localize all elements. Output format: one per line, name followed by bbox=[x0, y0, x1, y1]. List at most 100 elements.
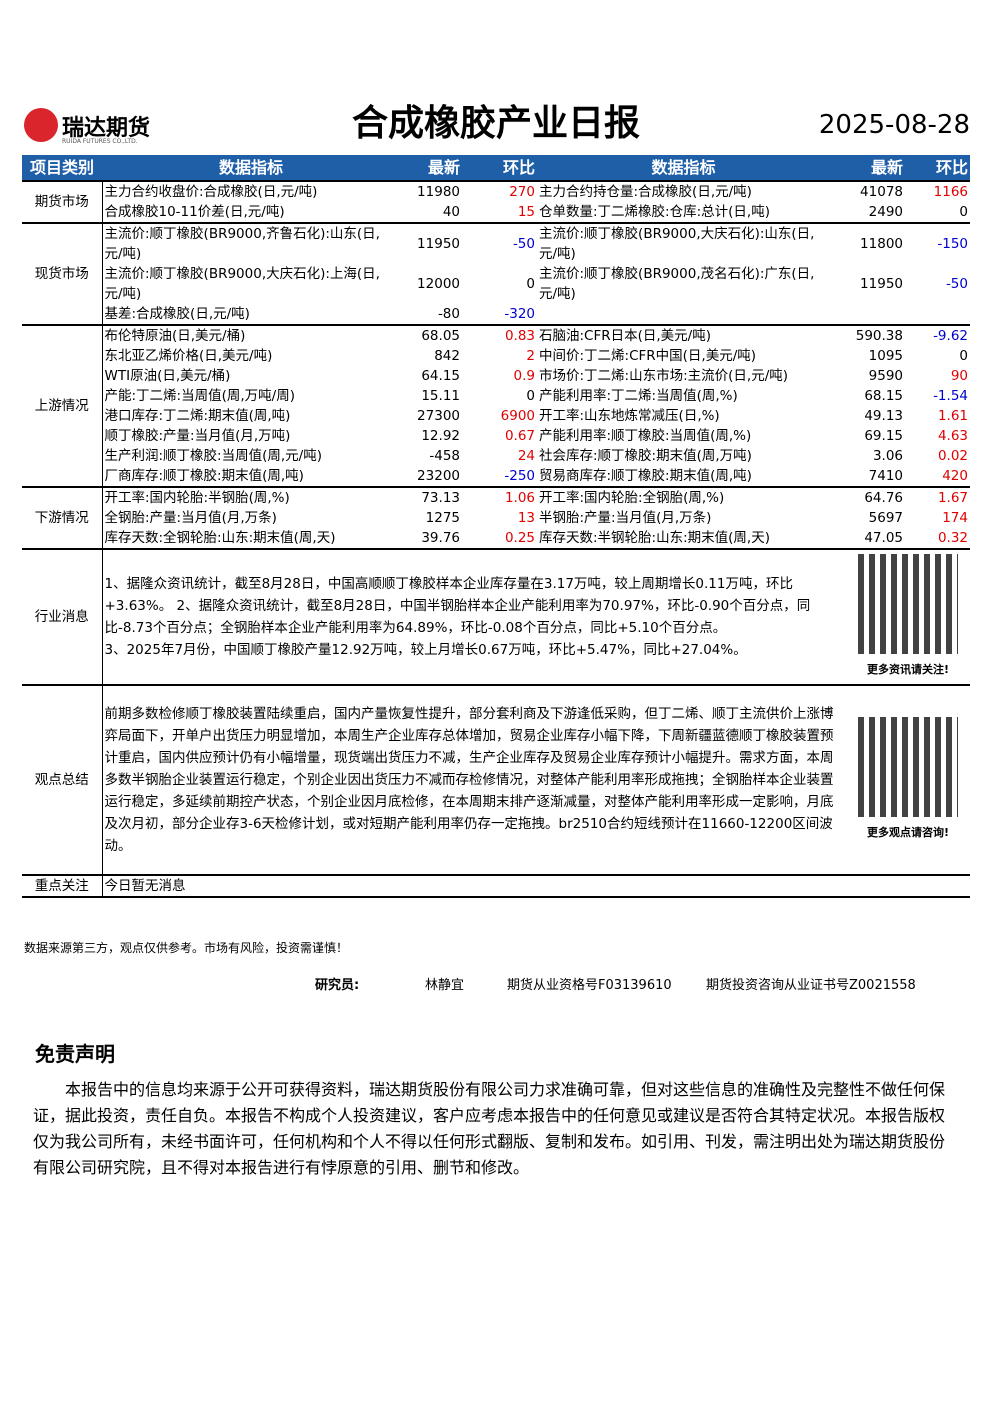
latest-value: 11800 bbox=[830, 222, 905, 264]
latest-value: 68.05 bbox=[400, 324, 462, 346]
indicator-label: 东北亚乙烯价格(日,美元/吨) bbox=[104, 348, 273, 364]
change-value: 1.67 bbox=[905, 486, 970, 508]
summary-cell: 前期多数检修顺丁橡胶装置陆续重启，国内产量恢复性提升，部分套利商及下游逢低采购，… bbox=[102, 684, 970, 875]
indicator-label: 市场价:丁二烯:山东市场:主流价(日,元/吨) bbox=[539, 368, 789, 384]
section-name: 期货市场 bbox=[22, 180, 103, 223]
qualification: 期货从业资格号F03139610 bbox=[507, 978, 672, 993]
indicator-label: 基差:合成橡胶(日,元/吨) bbox=[104, 306, 250, 322]
indicator-label: 贸易商库存:顺丁橡胶:期末值(周,吨) bbox=[539, 468, 752, 484]
data-row: 库存天数:全钢轮胎:山东:期末值(周,天) 39.76 0.25 库存天数:半钢轮胎:… bbox=[22, 528, 970, 549]
section-name: 观点总结 bbox=[22, 684, 103, 875]
latest-value: 49.13 bbox=[864, 408, 903, 424]
indicator-label: 主力合约收盘价:合成橡胶(日,元/吨) bbox=[102, 180, 400, 202]
summary-body: 前期多数检修顺丁橡胶装置陆续重启，国内产量恢复性提升，部分套利商及下游逢低采购，… bbox=[105, 703, 969, 857]
header-cell: 最新 bbox=[400, 155, 462, 181]
latest-value: 64.76 bbox=[830, 486, 905, 508]
disclaimer-title: 免责声明 bbox=[35, 1042, 115, 1066]
latest-value: 68.15 bbox=[864, 388, 903, 404]
header-cell: 环比 bbox=[462, 155, 537, 181]
change-value: 0 bbox=[526, 276, 535, 292]
latest-value: 39.76 bbox=[421, 530, 460, 546]
latest-value: 11950 bbox=[400, 222, 462, 264]
change-value: -150 bbox=[905, 222, 970, 264]
section-name: 现货市场 bbox=[22, 222, 103, 325]
data-row: 基差:合成橡胶(日,元/吨) -80 -320 bbox=[22, 304, 970, 325]
change-value: 1.61 bbox=[937, 408, 968, 424]
data-row: 生产利润:顺丁橡胶:当周值(周,元/吨) -458 24 社会库存:顺丁橡胶:期末值(… bbox=[22, 446, 970, 466]
indicator-label: 开工率:山东地炼常减压(日,%) bbox=[539, 408, 720, 424]
change-value: 0.83 bbox=[462, 324, 537, 346]
latest-value: 590.38 bbox=[830, 324, 905, 346]
change-value: 24 bbox=[517, 448, 535, 464]
indicator-label: 开工率:国内轮胎:全钢胎(周,%) bbox=[537, 486, 830, 508]
data-row: 港口库存:丁二烯:期末值(周,吨) 27300 6900 开工率:山东地炼常减压(日,… bbox=[22, 406, 970, 426]
data-row: 顺丁橡胶:产量:当月值(月,万吨) 12.92 0.67 产能利用率:顺丁橡胶:当周值… bbox=[22, 426, 970, 446]
qr-block: 更多观点请咨询! bbox=[848, 717, 968, 843]
indicator-label: 社会库存:顺丁橡胶:期末值(周,万吨) bbox=[539, 448, 752, 464]
change-value: -250 bbox=[504, 468, 535, 484]
indicator-label: 中间价:丁二烯:CFR中国(日,美元/吨) bbox=[539, 348, 757, 364]
change-value: 0 bbox=[526, 388, 535, 404]
focus-row: 重点关注 今日暂无消息 bbox=[22, 874, 970, 897]
section-name: 重点关注 bbox=[22, 874, 103, 897]
data-row: 主流价:顺丁橡胶(BR9000,大庆石化):上海(日,元/吨) 12000 0 主流价… bbox=[22, 264, 970, 304]
latest-value: 2490 bbox=[868, 204, 903, 220]
indicator-label: 港口库存:丁二烯:期末值(周,吨) bbox=[104, 408, 291, 424]
latest-value: 73.13 bbox=[400, 486, 462, 508]
latest-value: 47.05 bbox=[864, 530, 903, 546]
latest-value: 1275 bbox=[425, 510, 460, 526]
indicator-label: 半钢胎:产量:当月值(月,万条) bbox=[539, 510, 712, 526]
change-value: 420 bbox=[942, 468, 968, 484]
indicator-label: 生产利润:顺丁橡胶:当周值(周,元/吨) bbox=[104, 448, 322, 464]
researcher: 林静宜 bbox=[425, 978, 465, 993]
qr-block: 更多资讯请关注! bbox=[848, 554, 968, 680]
indicator-label: 主流价:顺丁橡胶(BR9000,齐鲁石化):山东(日,元/吨) bbox=[102, 222, 400, 264]
focus-text: 今日暂无消息 bbox=[102, 874, 970, 897]
data-row: 厂商库存:顺丁橡胶:期末值(周,吨) 23200 -250 贸易商库存:顺丁橡胶:期末… bbox=[22, 466, 970, 487]
data-row: 现货市场 主流价:顺丁橡胶(BR9000,齐鲁石化):山东(日,元/吨) 11950… bbox=[22, 222, 970, 325]
change-value: 0 bbox=[959, 348, 968, 364]
data-row: 全钢胎:产量:当月值(月,万条) 1275 13 半钢胎:产量:当月值(月,万条) 56… bbox=[22, 508, 970, 528]
latest-value: 11950 bbox=[860, 276, 903, 292]
indicator-label: 布伦特原油(日,美元/桶) bbox=[102, 324, 400, 346]
latest-value: 23200 bbox=[417, 468, 460, 484]
latest-value: 41078 bbox=[830, 180, 905, 202]
qr-caption: 更多观点请咨询! bbox=[866, 826, 950, 839]
section-name: 行业消息 bbox=[22, 548, 103, 685]
indicator-label: 产能:丁二烯:当周值(周,万吨/周) bbox=[104, 388, 295, 404]
logo-text: 瑞达期货 bbox=[62, 116, 151, 141]
change-value: -1.54 bbox=[933, 388, 968, 404]
header-cell: 环比 bbox=[905, 155, 970, 181]
section-name: 上游情况 bbox=[22, 324, 103, 487]
indicator-label: WTI原油(日,美元/桶) bbox=[104, 368, 231, 384]
qr-caption: 更多资讯请关注! bbox=[866, 663, 950, 676]
logo-icon bbox=[24, 108, 58, 142]
change-value: 15 bbox=[517, 204, 535, 220]
header-cell: 项目类别 bbox=[22, 155, 102, 181]
news-text: 1、据隆众资讯统计，截至8月28日，中国高顺顺丁橡胶样本企业库存量在3.17万吨… bbox=[105, 573, 845, 661]
data-row: 下游情况 开工率:国内轮胎:半钢胎(周,%) 73.13 1.06 开工率:国内轮胎:全… bbox=[22, 486, 970, 549]
indicator-label: 顺丁橡胶:产量:当月值(月,万吨) bbox=[104, 428, 291, 444]
title: 合成橡胶产业日报 bbox=[351, 103, 640, 144]
latest-value: -80 bbox=[437, 306, 460, 322]
indicator-label: 主力合约持仓量:合成橡胶(日,元/吨) bbox=[537, 180, 830, 202]
indicator-label: 厂商库存:顺丁橡胶:期末值(周,吨) bbox=[104, 468, 304, 484]
disclaimer-text: 本报告中的信息均来源于公开可获得资料，瑞达期货股份有限公司力求准确可靠，但对这些… bbox=[33, 1080, 946, 1177]
latest-value: 15.11 bbox=[421, 388, 460, 404]
indicator-label: 产能利用率:丁二烯:当周值(周,%) bbox=[539, 388, 738, 404]
indicator-label: 主流价:顺丁橡胶(BR9000,茂名石化):广东(日,元/吨) bbox=[539, 266, 815, 302]
qr-code bbox=[858, 717, 958, 817]
latest-value: 40 bbox=[442, 204, 460, 220]
header-row: 项目类别 数据指标 最新 环比 数据指标 最新 环比 bbox=[22, 155, 970, 181]
indicator-label: 开工率:国内轮胎:半钢胎(周,%) bbox=[102, 486, 400, 508]
change-value: 0.9 bbox=[513, 368, 535, 384]
latest-value: 1095 bbox=[868, 348, 903, 364]
data-row: WTI原油(日,美元/桶) 64.15 0.9 市场价:丁二烯:山东市场:主流价(日,… bbox=[22, 366, 970, 386]
indicator-label: 库存天数:全钢轮胎:山东:期末值(周,天) bbox=[104, 530, 336, 546]
latest-value: 12.92 bbox=[421, 428, 460, 444]
latest-value: 11980 bbox=[400, 180, 462, 202]
change-value: -320 bbox=[504, 306, 535, 322]
change-value: 6900 bbox=[500, 408, 535, 424]
change-value: 0.25 bbox=[504, 530, 535, 546]
